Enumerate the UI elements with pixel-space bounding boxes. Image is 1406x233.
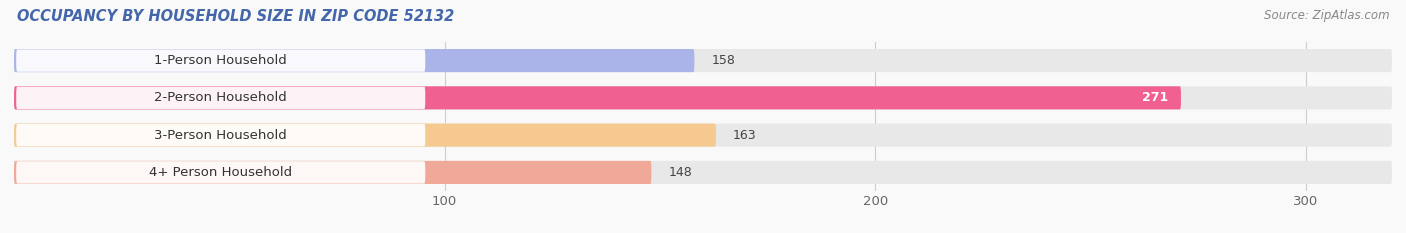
Text: 3-Person Household: 3-Person Household <box>155 129 287 142</box>
Text: 2-Person Household: 2-Person Household <box>155 91 287 104</box>
FancyBboxPatch shape <box>14 123 1392 147</box>
Text: 271: 271 <box>1142 91 1168 104</box>
Text: Source: ZipAtlas.com: Source: ZipAtlas.com <box>1264 9 1389 22</box>
Text: 148: 148 <box>669 166 692 179</box>
FancyBboxPatch shape <box>17 49 425 72</box>
Text: 158: 158 <box>711 54 735 67</box>
Text: 163: 163 <box>733 129 756 142</box>
FancyBboxPatch shape <box>14 161 651 184</box>
FancyBboxPatch shape <box>14 161 1392 184</box>
FancyBboxPatch shape <box>14 86 1181 110</box>
Text: 1-Person Household: 1-Person Household <box>155 54 287 67</box>
FancyBboxPatch shape <box>14 49 695 72</box>
FancyBboxPatch shape <box>17 87 425 109</box>
FancyBboxPatch shape <box>17 161 425 184</box>
FancyBboxPatch shape <box>14 49 1392 72</box>
FancyBboxPatch shape <box>14 86 1392 110</box>
FancyBboxPatch shape <box>17 124 425 146</box>
FancyBboxPatch shape <box>14 123 716 147</box>
Text: 4+ Person Household: 4+ Person Household <box>149 166 292 179</box>
Text: OCCUPANCY BY HOUSEHOLD SIZE IN ZIP CODE 52132: OCCUPANCY BY HOUSEHOLD SIZE IN ZIP CODE … <box>17 9 454 24</box>
